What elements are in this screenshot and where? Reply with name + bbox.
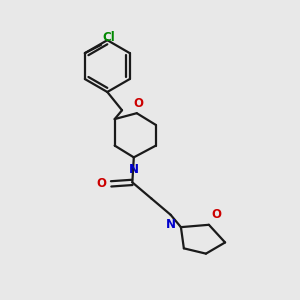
Text: O: O [97,177,107,190]
Text: O: O [212,208,222,221]
Text: Cl: Cl [102,31,115,44]
Text: N: N [129,163,139,176]
Text: O: O [134,97,144,110]
Text: N: N [166,218,176,231]
